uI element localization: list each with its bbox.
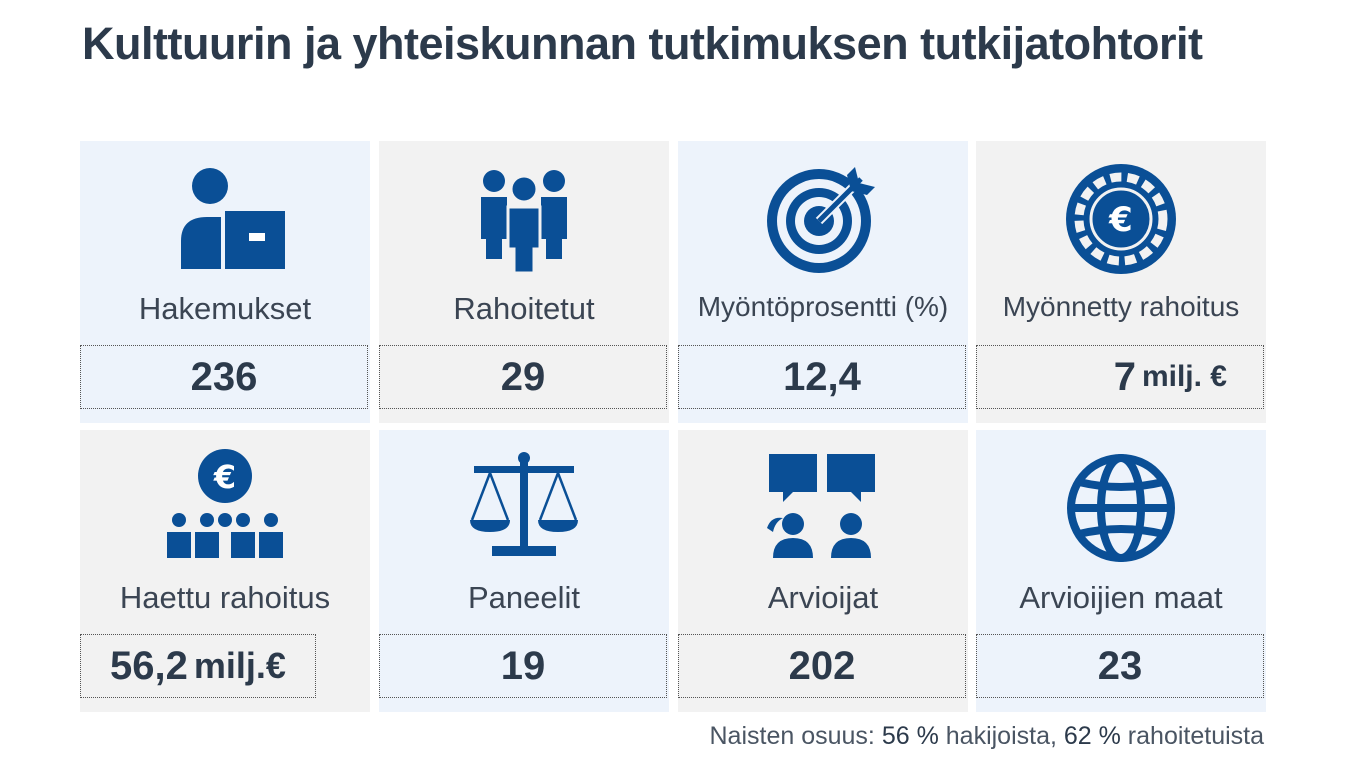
tile-label: Arvioijien maat xyxy=(1019,580,1223,615)
tile-label: Myönnetty rahoitus xyxy=(1002,291,1240,322)
globe-icon xyxy=(1067,454,1175,562)
value-number: 19 xyxy=(500,643,546,688)
tile-arvioijat: Arvioijat 202 xyxy=(678,430,968,712)
value-number: 236 xyxy=(190,354,258,399)
value-unit: milj. € xyxy=(1141,360,1227,393)
value-number: 29 xyxy=(500,354,546,399)
scales-icon xyxy=(470,452,578,556)
tile-value: 29 xyxy=(379,345,667,409)
tile-rahoitetut: Rahoitetut 29 xyxy=(379,141,669,423)
svg-text:€: € xyxy=(213,458,236,496)
euro-coin-icon: € xyxy=(1066,164,1176,274)
footer-suffix: rahoitetuista xyxy=(1120,722,1264,750)
tile-label: Rahoitetut xyxy=(453,291,595,326)
footer-note: Naisten osuus: 56 % hakijoista, 62 % rah… xyxy=(710,722,1265,751)
value-number: 7 xyxy=(1113,354,1136,399)
tile-label: Paneelit xyxy=(467,580,581,615)
applicant-icon xyxy=(181,168,285,269)
target-icon xyxy=(767,167,875,273)
tile-haettu-rahoitus: € Haettu rahoitus 56,2 milj.€ xyxy=(80,430,370,712)
footer-prefix: Naisten osuus: xyxy=(709,722,882,750)
tile-myontoprosentti: Myöntöprosentti (%) 12,4 xyxy=(678,141,968,423)
page-title: Kulttuurin ja yhteiskunnan tutkimuksen t… xyxy=(82,18,1203,69)
euro-people-icon: € xyxy=(167,449,283,558)
footer-mid: hakijoista, xyxy=(938,722,1064,750)
tile-value: 19 xyxy=(379,634,667,698)
value-number: 56,2 xyxy=(110,643,188,688)
value-unit: milj.€ xyxy=(193,645,286,686)
value-number: 23 xyxy=(1097,643,1143,688)
tile-label: Myöntöprosentti (%) xyxy=(697,291,949,322)
value-number: 12,4 xyxy=(783,354,861,399)
tile-paneelit: Paneelit 19 xyxy=(379,430,669,712)
tile-myonnetty-rahoitus: € Myönnetty rahoitus 7 milj. € xyxy=(976,141,1266,423)
footer-pct-funded: 62 % xyxy=(1063,722,1121,750)
tile-value: 56,2 milj.€ xyxy=(80,634,316,698)
tile-label: Arvioijat xyxy=(767,580,879,615)
tile-hakemukset: Hakemukset 236 xyxy=(80,141,370,423)
reviewers-icon xyxy=(767,454,875,558)
value-number: 202 xyxy=(788,643,856,688)
tile-value: 23 xyxy=(976,634,1264,698)
tile-label: Hakemukset xyxy=(138,291,312,326)
tile-arvioijien-maat: Arvioijien maat 23 xyxy=(976,430,1266,712)
tile-value: 236 xyxy=(80,345,368,409)
group-icon xyxy=(481,170,567,275)
tile-value: 12,4 xyxy=(678,345,966,409)
tile-value: 202 xyxy=(678,634,966,698)
tile-label: Haettu rahoitus xyxy=(119,580,331,615)
tile-value: 7 milj. € xyxy=(976,345,1264,409)
svg-text:€: € xyxy=(1108,200,1133,240)
footer-pct-applicants: 56 % xyxy=(881,722,939,750)
